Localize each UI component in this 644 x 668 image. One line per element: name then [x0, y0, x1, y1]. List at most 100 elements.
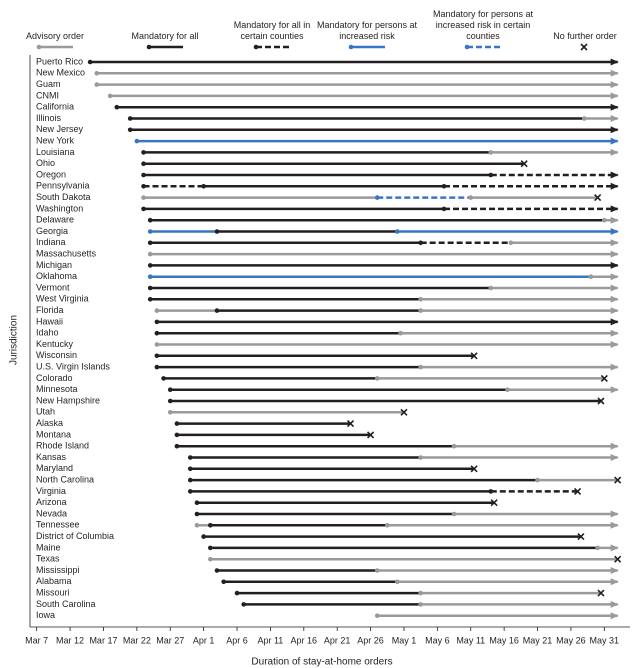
row-label: Vermont	[36, 282, 70, 292]
row-label: Rhode Island	[36, 441, 89, 451]
segment-start-dot	[167, 387, 173, 393]
row-label: New Jersey	[36, 124, 84, 134]
segment-start-dot	[535, 477, 540, 483]
segment-start-dot	[201, 184, 206, 189]
ongoing-arrow	[610, 126, 619, 134]
segment-start-dot	[241, 602, 246, 607]
segment-start-dot	[398, 330, 403, 336]
row-label: Louisiana	[36, 147, 75, 157]
row-label: Maine	[36, 542, 61, 552]
legend-dot	[146, 44, 152, 50]
segment-start-dot	[208, 523, 213, 528]
legend-dot	[253, 44, 259, 50]
row-label: Maryland	[36, 463, 73, 473]
x-stroke	[346, 420, 355, 428]
ongoing-arrow	[610, 69, 619, 77]
row-label: Kansas	[36, 452, 67, 462]
row-label: Tennessee	[36, 520, 80, 530]
ongoing-arrow	[610, 329, 619, 337]
segment-start-dot	[87, 59, 93, 65]
row-label: Guam	[36, 79, 61, 89]
row-label: Virginia	[36, 486, 66, 496]
x-tick-label: May 21	[523, 635, 553, 645]
no-further-order-marker	[367, 431, 375, 439]
y-axis-label: Jurisdiction	[9, 315, 20, 365]
ongoing-arrow	[610, 442, 619, 450]
no-further-order-marker	[594, 194, 602, 202]
legend-label: Mandatory for persons at increased risk	[316, 20, 418, 41]
segment-start-dot	[147, 217, 153, 223]
row-label: CNMI	[36, 90, 59, 100]
x-stroke	[580, 43, 588, 51]
ongoing-arrow	[610, 273, 619, 281]
x-stroke	[600, 374, 608, 382]
segment-start-dot	[374, 195, 380, 200]
segment-start-dot	[147, 285, 153, 291]
ongoing-arrow	[610, 521, 619, 529]
segment-start-dot	[94, 82, 100, 87]
x-tick-label: Mar 12	[56, 635, 84, 645]
row-label: Mississippi	[36, 565, 80, 575]
no-further-order-marker	[614, 476, 622, 484]
no-further-order-marker	[597, 589, 605, 597]
row-label: Pennsylvania	[36, 181, 90, 191]
segment-start-dot	[167, 410, 173, 415]
segment-start-dot	[488, 489, 494, 494]
no-further-order-marker	[597, 397, 605, 405]
row-label: Utah	[36, 407, 55, 417]
row-label: West Virginia	[36, 294, 89, 304]
ongoing-arrow	[610, 578, 619, 586]
no-further-order-marker	[490, 499, 498, 507]
x-stroke	[470, 465, 478, 473]
row-label: Massachusetts	[36, 248, 97, 258]
ongoing-arrow	[610, 92, 619, 100]
row-label: Michigan	[36, 260, 72, 270]
segment-start-dot	[595, 545, 600, 551]
segment-start-dot	[187, 455, 193, 460]
ongoing-arrow	[610, 148, 619, 156]
segment-start-dot	[418, 364, 423, 370]
row-label: Illinois	[36, 113, 62, 123]
segment-start-dot	[154, 319, 160, 325]
no-further-order-marker	[600, 374, 608, 382]
ongoing-arrow	[610, 318, 619, 326]
segment-start-dot	[441, 206, 447, 212]
legend-dot	[464, 44, 470, 50]
ongoing-arrow	[610, 182, 619, 190]
x-stroke	[574, 487, 582, 495]
ongoing-arrow	[610, 261, 619, 269]
segment-start-dot	[418, 240, 423, 246]
row-label: Puerto Rico	[36, 56, 83, 66]
ongoing-arrow	[610, 295, 619, 303]
segment-start-dot	[127, 116, 133, 121]
legend-label: No further order	[553, 31, 617, 41]
segment-start-dot	[581, 116, 587, 121]
segment-start-dot	[588, 274, 594, 280]
ongoing-arrow	[610, 115, 619, 122]
segment-start-dot	[147, 297, 153, 302]
x-stroke	[597, 397, 605, 405]
segment-start-dot	[174, 432, 180, 438]
row-label: North Carolina	[36, 474, 94, 484]
x-tick-label: May 11	[456, 635, 485, 645]
segment-start-dot	[161, 376, 166, 381]
segment-start-dot	[141, 195, 146, 200]
row-label: Missouri	[36, 587, 70, 597]
x-stroke	[577, 533, 585, 541]
no-further-order-marker	[520, 160, 528, 168]
ongoing-arrow	[610, 386, 619, 394]
row-label: U.S. Virgin Islands	[36, 361, 110, 371]
segment-start-dot	[488, 285, 494, 291]
segment-start-dot	[451, 443, 457, 449]
segment-start-dot	[418, 602, 423, 607]
segment-start-dot	[602, 217, 607, 223]
segment-start-dot	[394, 579, 400, 585]
segment-start-dot	[187, 489, 193, 494]
legend-dot	[348, 44, 354, 50]
ongoing-arrow	[610, 137, 619, 145]
segment-start-dot	[147, 274, 153, 280]
segment-start-dot	[505, 387, 510, 393]
x-tick-label: Mar 17	[89, 635, 117, 645]
row-label: Hawaii	[36, 316, 63, 326]
segment-start-dot	[127, 127, 133, 133]
